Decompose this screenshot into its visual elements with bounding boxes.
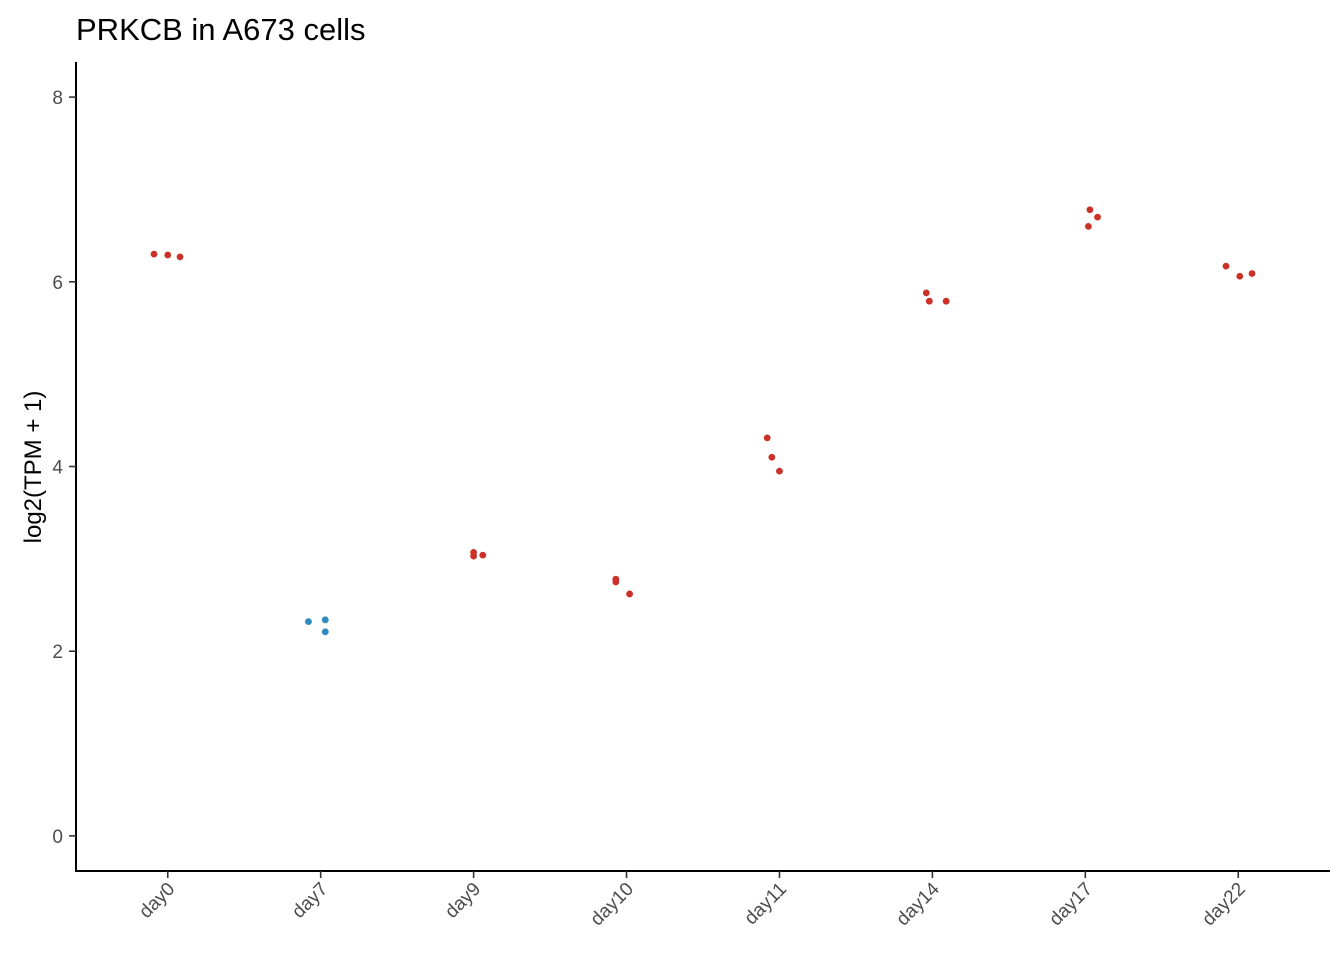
data-point bbox=[305, 618, 312, 626]
data-point bbox=[164, 251, 172, 259]
x-tick-label: day10 bbox=[587, 879, 638, 930]
data-point bbox=[768, 453, 776, 461]
data-point bbox=[321, 616, 329, 624]
data-point bbox=[1094, 213, 1101, 221]
x-tick-label: day9 bbox=[441, 879, 485, 923]
x-tick-label: day17 bbox=[1045, 879, 1096, 930]
y-tick-label: 8 bbox=[52, 88, 63, 109]
data-point bbox=[176, 253, 184, 261]
data-point bbox=[612, 578, 620, 586]
data-point bbox=[925, 297, 933, 305]
data-point bbox=[1222, 262, 1230, 270]
data-point bbox=[942, 297, 950, 305]
data-point bbox=[150, 250, 158, 258]
y-axis-label: log2(TPM + 1) bbox=[20, 391, 47, 544]
x-tick-label: day11 bbox=[741, 879, 791, 929]
y-tick-label: 4 bbox=[52, 458, 63, 479]
data-point bbox=[1084, 222, 1092, 230]
data-point bbox=[1248, 270, 1256, 277]
data-point bbox=[922, 289, 930, 297]
y-tick-label: 2 bbox=[52, 642, 63, 663]
y-axis-ticks: 0 2 4 6 8 bbox=[52, 88, 76, 848]
chart-title: PRKCB in A673 cells bbox=[76, 12, 365, 47]
y-tick-label: 0 bbox=[52, 827, 63, 848]
data-point bbox=[1236, 272, 1244, 280]
x-axis-ticks: day0 day7 day9 day10 day11 day14 day17 day22 bbox=[135, 871, 1250, 930]
data-points bbox=[150, 206, 1256, 636]
data-point bbox=[776, 467, 783, 475]
data-point bbox=[470, 552, 478, 560]
data-point bbox=[626, 590, 633, 598]
data-point bbox=[1086, 206, 1094, 214]
data-point bbox=[321, 628, 329, 636]
x-tick-label: day0 bbox=[135, 879, 179, 923]
y-tick-label: 6 bbox=[52, 273, 63, 294]
data-point bbox=[479, 551, 487, 559]
data-point bbox=[763, 434, 771, 442]
x-tick-label: day14 bbox=[892, 878, 944, 930]
x-tick-label: day7 bbox=[288, 879, 332, 923]
x-tick-label: day22 bbox=[1198, 879, 1249, 930]
